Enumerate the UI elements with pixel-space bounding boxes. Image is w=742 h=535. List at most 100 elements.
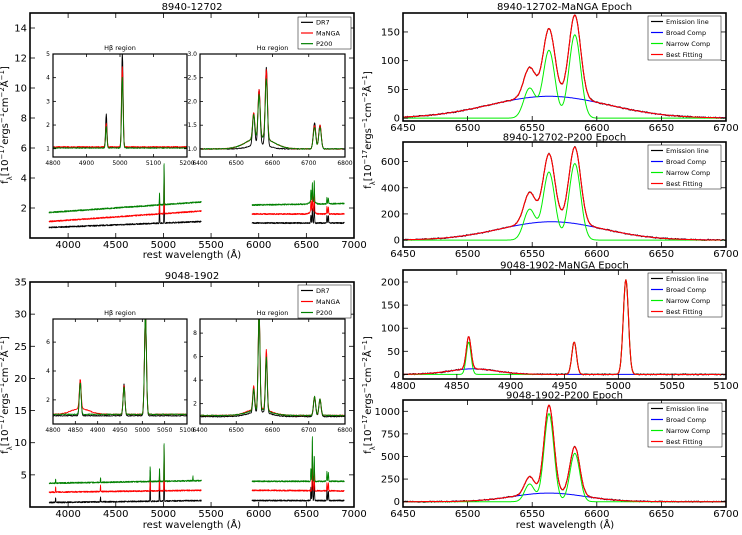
y-axis-label-part: −2 xyxy=(0,357,6,367)
legend-label: DR7 xyxy=(316,19,330,27)
y-tick-label: 2 xyxy=(46,397,50,404)
legend-label: Broad Comp xyxy=(666,416,706,424)
series-p200 xyxy=(251,180,345,206)
y-axis-label-part: λ xyxy=(369,181,377,185)
x-tick-label: 6500 xyxy=(294,509,319,520)
legend: Emission line Broad Comp Narrow Comp Best F… xyxy=(647,272,723,318)
y-tick-label: 20 xyxy=(14,374,27,385)
x-tick-label: 6500 xyxy=(229,427,244,434)
x-tick-label: 5100 xyxy=(146,160,161,167)
y-tick-label: 250 xyxy=(381,475,400,486)
x-axis-label-left-top: rest wavelength (Å) xyxy=(143,248,242,261)
x-tick-label: 6550 xyxy=(519,509,544,520)
x-tick-label: 6400 xyxy=(192,427,207,434)
y-axis-label-part: λ xyxy=(6,176,14,180)
legend-label: Narrow Comp xyxy=(666,427,710,435)
x-tick-label: 4500 xyxy=(103,509,128,520)
legend-label: Best Fitting xyxy=(666,180,703,188)
y-tick-label: 100 xyxy=(381,324,400,335)
x-tick-label: 6550 xyxy=(519,123,544,134)
y-axis-label-part: cm xyxy=(363,368,374,383)
y-tick-label: 150 xyxy=(381,27,400,38)
x-tick-label: 6000 xyxy=(246,240,271,251)
series-p200 xyxy=(48,443,202,485)
y-tick-label: 4 xyxy=(193,377,197,384)
y-axis-label-part: λ xyxy=(369,446,377,450)
legend-label: Narrow Comp xyxy=(666,169,710,177)
x-tick-label: 6600 xyxy=(265,160,280,167)
y-tick-label: 50 xyxy=(387,347,400,358)
y-axis-label-part: cm xyxy=(363,103,374,118)
series-manga xyxy=(48,170,202,223)
chart-L1b: 4800 4900 5000 5100 5200 1 2 3 4 5 Hβ region xyxy=(45,44,194,167)
y-tick-label: 6 xyxy=(46,339,50,346)
y-tick-label: 750 xyxy=(381,429,400,440)
x-tick-label: 4000 xyxy=(55,240,80,251)
x-tick-label: 4900 xyxy=(498,381,523,392)
y-axis-label-part: f xyxy=(0,450,11,454)
y-axis-label-part: ] xyxy=(363,336,374,340)
series-dr7 xyxy=(48,164,202,229)
y-axis-label-part: −2 xyxy=(361,357,369,367)
legend-label: Narrow Comp xyxy=(666,40,710,48)
legend-frame xyxy=(647,15,722,61)
y-axis-label-part: ergs xyxy=(0,123,11,145)
x-tick-label: 6500 xyxy=(229,160,244,167)
y-axis-label-part: [10 xyxy=(0,430,11,447)
y-tick-label: 1.5 xyxy=(187,122,197,129)
y-axis-label-part: Å xyxy=(361,350,374,357)
x-tick-label: 7000 xyxy=(341,240,366,251)
x-tick-label: 6800 xyxy=(337,160,352,167)
y-axis-label-part: [10 xyxy=(363,430,374,447)
y-tick-label: 10 xyxy=(14,438,27,449)
y-axis-label-part: −17 xyxy=(361,415,369,430)
y-axis-label-part: ] xyxy=(0,336,11,340)
chart-L2a: 6400 6500 6600 6700 6800 2 4 6 8 Hα region xyxy=(192,309,352,434)
axes-frame xyxy=(29,12,355,239)
x-tick-label: 6700 xyxy=(713,123,738,134)
legend-label: Emission line xyxy=(666,18,709,26)
x-tick-label: 6650 xyxy=(649,123,674,134)
x-tick-label: 4800 xyxy=(45,427,60,434)
x-tick-label: 5100 xyxy=(179,427,194,434)
x-tick-label: 5000 xyxy=(112,160,127,167)
series-p200 xyxy=(53,319,187,416)
chart-title: 8940-12702-P200 Epoch xyxy=(503,133,626,144)
y-axis-label-part: −1 xyxy=(0,113,6,123)
y-tick-label: 5 xyxy=(46,51,50,58)
y-axis-label-part: −1 xyxy=(361,340,369,350)
series-group xyxy=(200,319,345,418)
x-tick-label: 4950 xyxy=(552,381,577,392)
y-axis-label-part: Å xyxy=(361,85,374,92)
series-p200 xyxy=(251,436,345,483)
axes-frame xyxy=(402,12,727,122)
y-axis-label-part: [10 xyxy=(363,165,374,182)
series-group xyxy=(403,404,726,503)
y-tick-label: 1.0 xyxy=(187,146,197,153)
legend-label: Best Fitting xyxy=(666,51,703,59)
y-axis-label-part: cm xyxy=(0,368,11,383)
y-tick-label: 4 xyxy=(46,75,50,82)
x-tick-label: 6500 xyxy=(455,123,480,134)
x-tick-label: 5000 xyxy=(606,381,631,392)
x-tick-label: 4000 xyxy=(55,509,80,520)
x-tick-label: 4900 xyxy=(79,160,94,167)
y-axis-label-part: ] xyxy=(363,71,374,75)
legend-label: Narrow Comp xyxy=(666,297,710,305)
chart-title: Hβ region xyxy=(104,44,136,52)
series-p200 xyxy=(200,78,345,150)
y-tick-label: 8 xyxy=(193,330,197,337)
y-tick-label: 400 xyxy=(381,183,400,194)
legend-label: Emission line xyxy=(666,147,709,155)
y-axis-label: fλ[10−17ergs−1cm−2Å−1] xyxy=(361,71,377,189)
legend: Emission line Broad Comp Narrow Comp Best F… xyxy=(647,15,722,61)
series-dr7 xyxy=(251,467,345,502)
series-best-fitting xyxy=(403,404,726,503)
y-axis-label-part: f xyxy=(363,450,374,454)
axes-frame xyxy=(402,399,727,508)
y-tick-label: 0 xyxy=(394,236,400,247)
legend: Emission line Broad Comp Narrow Comp Best F… xyxy=(647,144,722,190)
series-dr7 xyxy=(48,444,202,504)
y-axis-label-part: ] xyxy=(0,66,11,70)
x-tick-label: 5050 xyxy=(157,427,172,434)
